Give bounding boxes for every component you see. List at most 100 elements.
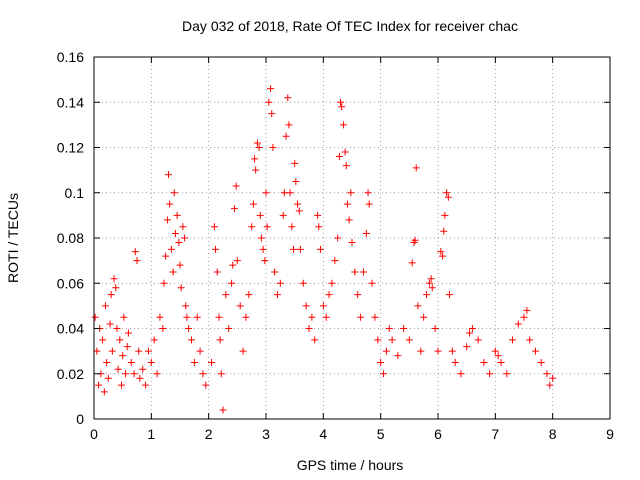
- data-point: [295, 207, 303, 215]
- data-point: [263, 223, 271, 231]
- data-point: [284, 94, 292, 102]
- data-point: [380, 370, 388, 378]
- data-point: [468, 325, 476, 332]
- data-point: [273, 291, 281, 299]
- data-point: [296, 245, 304, 253]
- data-point: [150, 336, 158, 344]
- data-point: [368, 279, 376, 287]
- data-point: [494, 352, 502, 360]
- data-point: [290, 245, 298, 253]
- data-point: [127, 358, 135, 366]
- data-point: [423, 291, 431, 299]
- y-tick-label: 0.12: [57, 140, 84, 156]
- y-tick-label: 0.08: [57, 230, 84, 246]
- data-point: [546, 381, 554, 389]
- data-point: [480, 358, 488, 366]
- data-point: [106, 320, 114, 328]
- y-tick-labels: 0 0.02 0.04 0.06 0.08 0.1 0.12 0.14 0.16: [57, 49, 84, 427]
- data-point: [354, 291, 362, 299]
- data-point: [104, 374, 112, 382]
- data-point: [179, 223, 187, 231]
- data-point: [425, 279, 433, 287]
- data-point: [144, 347, 152, 355]
- y-axis-label: ROTI / TECUs: [5, 193, 21, 283]
- data-point: [443, 189, 451, 197]
- data-point: [334, 234, 342, 242]
- y-tick-label: 0.14: [57, 94, 84, 110]
- data-point: [251, 155, 259, 163]
- data-point: [531, 347, 539, 355]
- data-point: [225, 325, 233, 332]
- data-point: [114, 365, 122, 373]
- data-point: [113, 325, 121, 332]
- data-point: [509, 336, 517, 344]
- data-point: [382, 347, 390, 355]
- data-point: [315, 223, 323, 231]
- data-point: [229, 261, 237, 269]
- data-point: [139, 365, 147, 373]
- x-tick-label: 2: [205, 426, 213, 442]
- data-point: [319, 302, 327, 310]
- data-point: [285, 121, 293, 129]
- data-point: [239, 347, 247, 355]
- data-point: [276, 279, 284, 287]
- data-point: [549, 374, 557, 382]
- data-point: [394, 352, 402, 360]
- x-tick-label: 9: [606, 426, 614, 442]
- x-tick-label: 1: [147, 426, 155, 442]
- plot-frame: [93, 56, 611, 420]
- data-point: [93, 347, 101, 355]
- data-point: [219, 406, 227, 414]
- data-point: [371, 313, 379, 321]
- data-point: [412, 164, 420, 172]
- data-point: [440, 227, 448, 235]
- data-point: [165, 171, 173, 179]
- data-point: [302, 302, 310, 310]
- data-point: [439, 252, 447, 260]
- data-point: [167, 245, 175, 253]
- data-point: [374, 336, 382, 344]
- data-point: [434, 347, 442, 355]
- data-point: [441, 211, 449, 219]
- data-point: [103, 358, 111, 366]
- data-point: [107, 291, 115, 299]
- data-point: [420, 313, 428, 321]
- data-point: [108, 347, 116, 355]
- data-point: [347, 189, 355, 197]
- data-point: [133, 257, 141, 265]
- data-point: [486, 370, 494, 378]
- data-point: [282, 132, 290, 140]
- data-point: [252, 166, 260, 174]
- x-tick-label: 3: [262, 426, 270, 442]
- data-point: [256, 211, 264, 219]
- data-point: [213, 268, 221, 276]
- data-point: [190, 358, 198, 366]
- data-point: [232, 182, 240, 190]
- data-point: [268, 110, 276, 118]
- data-point: [255, 144, 263, 151]
- data-point: [116, 336, 124, 344]
- data-point: [131, 248, 139, 256]
- data-point: [365, 200, 373, 208]
- data-point: [325, 291, 333, 299]
- data-point: [269, 144, 277, 151]
- data-point: [543, 370, 551, 378]
- data-point: [342, 162, 350, 170]
- data-point: [160, 279, 168, 287]
- data-point: [335, 153, 343, 161]
- x-tick-label: 5: [377, 426, 385, 442]
- data-point: [177, 284, 185, 292]
- data-point: [328, 279, 336, 287]
- data-point: [110, 275, 118, 283]
- x-tick-label: 4: [319, 426, 327, 442]
- data-point: [193, 313, 201, 321]
- data-point: [411, 236, 419, 244]
- grid-lines: [94, 57, 610, 419]
- data-point: [292, 177, 300, 185]
- axis-ticks: [93, 56, 611, 420]
- data-point: [253, 139, 261, 147]
- data-point: [259, 245, 267, 253]
- data-point: [183, 313, 191, 321]
- data-point: [291, 159, 299, 167]
